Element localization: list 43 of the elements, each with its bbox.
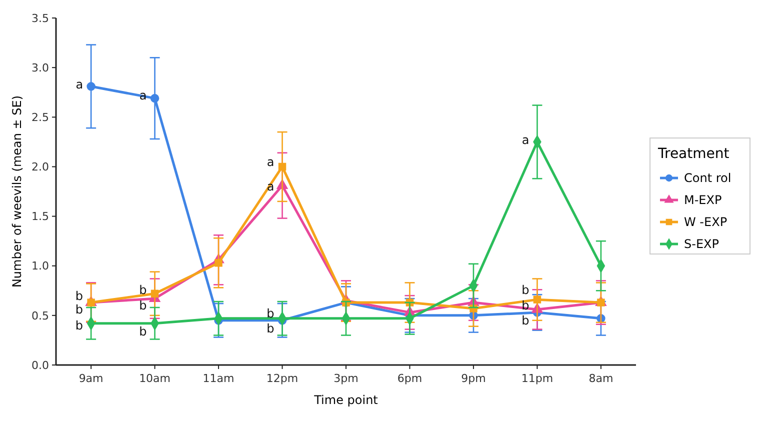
x-axis-title: Time point bbox=[313, 393, 378, 407]
point bbox=[150, 94, 160, 103]
annotation: b bbox=[139, 282, 147, 297]
y-tick-label: 1.5 bbox=[32, 210, 49, 224]
legend-label: Cont rol bbox=[684, 171, 732, 186]
point bbox=[86, 82, 96, 91]
legend-label: W -EXP bbox=[684, 215, 728, 230]
x-tick-label: 3pm bbox=[334, 372, 358, 385]
annotation: a bbox=[266, 154, 274, 169]
point bbox=[150, 290, 159, 298]
annotation: b bbox=[139, 324, 147, 338]
y-tick-label: 0.0 bbox=[32, 358, 49, 372]
annotation: b bbox=[75, 302, 84, 317]
legend-label: S-EXP bbox=[684, 237, 719, 252]
annotation: a bbox=[522, 133, 530, 148]
point bbox=[533, 296, 542, 304]
point bbox=[214, 259, 222, 267]
legend-label: M-EXP bbox=[684, 193, 722, 208]
annotation: b bbox=[266, 306, 274, 321]
annotation: a bbox=[76, 78, 84, 92]
annotation: b bbox=[75, 318, 84, 333]
x-tick-label: 12pm bbox=[266, 372, 298, 385]
annotation: b bbox=[266, 322, 274, 336]
y-tick-label: 2.0 bbox=[32, 160, 49, 174]
y-tick-label: 2.5 bbox=[32, 110, 49, 124]
point bbox=[278, 162, 286, 171]
annotation: b bbox=[522, 282, 530, 297]
x-tick-label: 10am bbox=[139, 372, 171, 385]
annotation: b bbox=[139, 298, 147, 313]
y-tick-label: 1.0 bbox=[32, 260, 49, 273]
x-tick-label: 8am bbox=[588, 372, 614, 385]
y-tick-label: 0.5 bbox=[32, 309, 49, 322]
y-axis-title: Number of weevils (mean ± SE) bbox=[10, 95, 24, 288]
annotation: b bbox=[75, 288, 84, 303]
x-tick-label: 9am bbox=[78, 372, 104, 385]
legend-title: Treatment bbox=[657, 146, 730, 162]
x-tick-label: 11pm bbox=[521, 372, 554, 385]
x-tick-label: 6pm bbox=[397, 372, 422, 385]
y-tick-label: 3.5 bbox=[32, 12, 49, 25]
x-tick-label: 11am bbox=[202, 372, 234, 385]
annotation: b bbox=[522, 314, 530, 328]
y-tick-label: 3.0 bbox=[32, 61, 49, 74]
x-tick-label: 9pm bbox=[461, 372, 486, 385]
